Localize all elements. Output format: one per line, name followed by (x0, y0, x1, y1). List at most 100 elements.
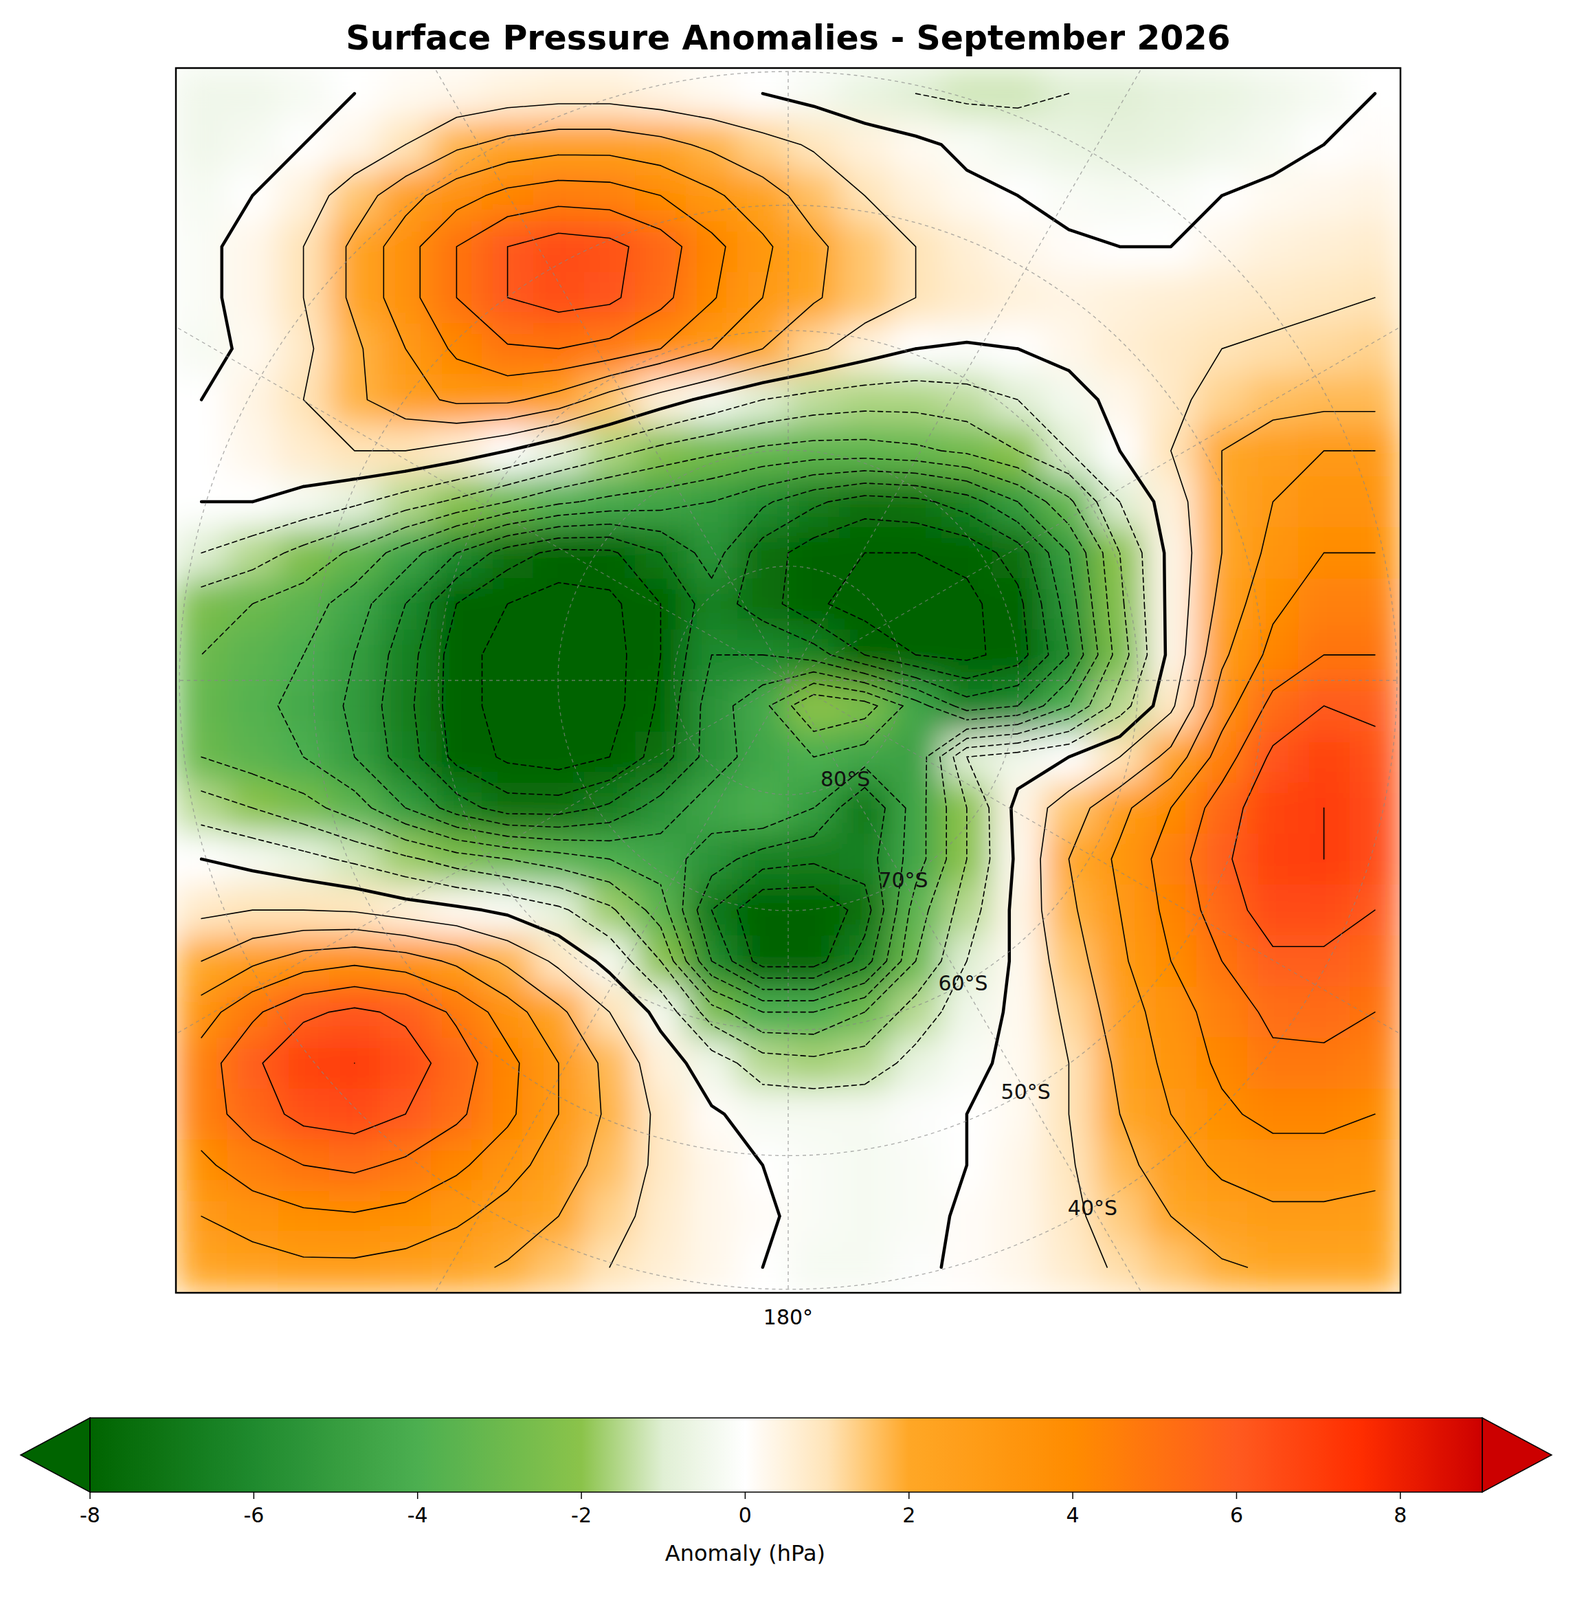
colorbar-tick (253, 1491, 255, 1499)
cell (380, 629, 432, 681)
cell (584, 1190, 636, 1243)
cell (226, 680, 279, 732)
cell (839, 1088, 891, 1141)
cell (941, 322, 993, 375)
cell (226, 68, 279, 120)
cell (890, 1037, 943, 1090)
cell (1298, 578, 1351, 631)
cell (634, 1241, 687, 1293)
cell (584, 425, 636, 477)
cell (1298, 272, 1351, 324)
cell (278, 322, 330, 375)
cell (584, 272, 636, 324)
cell (992, 527, 1044, 579)
cell (1145, 374, 1198, 427)
cell (1349, 322, 1401, 375)
cell (941, 118, 993, 171)
cell (1247, 1139, 1299, 1191)
cell (533, 680, 585, 732)
cell (175, 272, 228, 324)
cell (584, 935, 636, 987)
cell (686, 1241, 739, 1293)
cell (1349, 1139, 1401, 1191)
cell (380, 731, 432, 783)
cell (634, 68, 687, 120)
cell (737, 476, 789, 528)
cell (941, 1037, 993, 1090)
colorbar-extend-low (20, 1417, 91, 1492)
cell (634, 782, 687, 835)
cell (1196, 782, 1248, 835)
cell (1094, 1139, 1147, 1191)
cell (1247, 1088, 1299, 1141)
cell (1196, 833, 1248, 886)
cell (634, 1088, 687, 1141)
cell (533, 986, 585, 1039)
cell (430, 935, 483, 987)
cell (992, 68, 1044, 120)
cell (941, 425, 993, 477)
cell (278, 425, 330, 477)
cell (175, 986, 228, 1039)
cell (788, 1139, 840, 1191)
cell (380, 1139, 432, 1191)
cell (226, 1241, 279, 1293)
cell (1094, 578, 1147, 631)
cell (839, 322, 891, 375)
cell (1247, 68, 1299, 120)
cell (1298, 1139, 1351, 1191)
cell (1145, 272, 1198, 324)
cell (380, 272, 432, 324)
cell (1349, 1037, 1401, 1090)
cell (226, 425, 279, 477)
lat-label: 60°S (937, 970, 988, 996)
cell (788, 935, 840, 987)
cell (278, 170, 330, 222)
cell (1196, 884, 1248, 936)
cell (533, 1241, 585, 1293)
cell (584, 68, 636, 120)
cell (1094, 118, 1147, 171)
cell (634, 118, 687, 171)
cell (1247, 272, 1299, 324)
cell (1145, 118, 1198, 171)
cell (226, 272, 279, 324)
cell (533, 935, 585, 987)
cell (380, 884, 432, 936)
lat-label: 70°S (878, 867, 928, 892)
plot-area (175, 68, 1401, 1293)
cell (1349, 731, 1401, 783)
cell (175, 221, 228, 273)
cell (1298, 170, 1351, 222)
colorbar-tick (1399, 1491, 1402, 1499)
cell (482, 1241, 534, 1293)
cell (686, 1037, 739, 1090)
cell (1043, 118, 1095, 171)
cell (1043, 476, 1095, 528)
contour-line (201, 93, 1147, 1089)
cell (278, 680, 330, 732)
cell (329, 935, 381, 987)
cell (890, 680, 943, 732)
lon-label: 180° (763, 1304, 813, 1329)
cell (380, 68, 432, 120)
cell (1043, 1241, 1095, 1293)
cell (1094, 1037, 1147, 1090)
cell (686, 1139, 739, 1191)
cell (380, 170, 432, 222)
cell (992, 118, 1044, 171)
cell (430, 1037, 483, 1090)
cell (839, 1037, 891, 1090)
cell (686, 1190, 739, 1243)
cell (788, 1037, 840, 1090)
cell (839, 1241, 891, 1293)
cell (482, 1190, 534, 1243)
colorbar-tick-label: -8 (79, 1502, 101, 1527)
cell (634, 374, 687, 427)
cell (890, 170, 943, 222)
cell (1247, 782, 1299, 835)
meridian (175, 679, 789, 681)
cell (430, 1139, 483, 1191)
cell (1196, 629, 1248, 681)
cell (430, 986, 483, 1039)
